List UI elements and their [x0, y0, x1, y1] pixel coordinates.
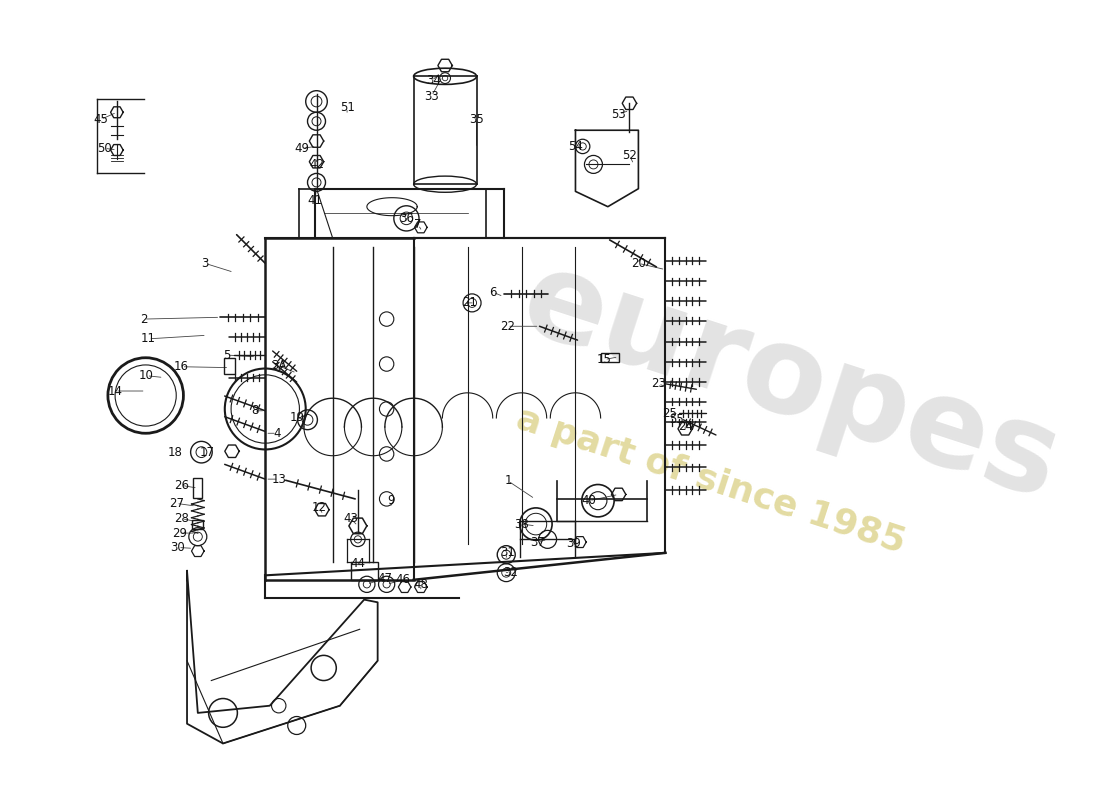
Text: 44: 44 [351, 557, 365, 570]
Text: 1: 1 [504, 474, 512, 487]
Bar [192, 519, 204, 529]
Text: 8: 8 [251, 404, 258, 418]
Text: 35: 35 [470, 113, 484, 126]
Text: 34: 34 [426, 74, 441, 87]
Text: 46: 46 [395, 574, 410, 586]
Bar [351, 562, 377, 580]
Text: 38: 38 [514, 518, 529, 530]
Text: 48: 48 [414, 578, 428, 591]
Text: 9: 9 [387, 494, 395, 507]
Text: europes: europes [508, 240, 1075, 524]
Text: 20: 20 [631, 257, 646, 270]
Text: 16: 16 [174, 360, 189, 374]
Text: 51: 51 [340, 102, 354, 114]
Text: 37: 37 [530, 535, 546, 549]
Text: 53: 53 [612, 107, 626, 121]
Text: 30: 30 [170, 541, 186, 554]
Text: 45: 45 [94, 113, 108, 126]
Text: 41: 41 [307, 194, 322, 207]
Text: 50: 50 [97, 142, 112, 154]
Text: 7: 7 [415, 218, 422, 231]
Bar [194, 478, 202, 498]
Text: 18: 18 [168, 446, 183, 458]
Text: 29: 29 [173, 526, 187, 539]
Text: 19: 19 [289, 411, 305, 425]
Text: 55: 55 [669, 414, 683, 426]
Text: a part of since 1985: a part of since 1985 [512, 402, 909, 560]
Text: 5: 5 [223, 349, 230, 362]
Text: 6: 6 [490, 286, 496, 298]
Text: 4: 4 [273, 426, 280, 440]
Text: 32: 32 [504, 566, 518, 579]
Text: 28: 28 [174, 512, 189, 525]
Text: 13: 13 [272, 473, 286, 486]
Text: 21: 21 [462, 296, 477, 310]
Bar [224, 358, 234, 374]
Text: 25: 25 [662, 407, 678, 420]
Text: 54: 54 [568, 140, 583, 153]
Text: 15: 15 [597, 353, 612, 366]
Text: 14: 14 [108, 385, 122, 398]
Text: 42: 42 [309, 158, 324, 171]
Text: 43: 43 [343, 512, 359, 525]
Text: 47: 47 [377, 571, 393, 585]
Text: 52: 52 [621, 149, 637, 162]
Text: 3A: 3A [271, 359, 286, 372]
Text: 33: 33 [425, 90, 439, 102]
Text: 12: 12 [311, 502, 327, 514]
Text: 11: 11 [141, 332, 156, 346]
Text: 23: 23 [651, 378, 666, 390]
Text: 31: 31 [499, 546, 515, 559]
Text: 39: 39 [566, 538, 581, 550]
Text: 3: 3 [201, 257, 209, 270]
Text: 27: 27 [168, 497, 184, 510]
Text: 49: 49 [295, 142, 309, 154]
Text: 40: 40 [582, 494, 596, 507]
Text: 24: 24 [678, 421, 693, 434]
Text: 26: 26 [174, 479, 189, 492]
Text: 17: 17 [199, 446, 214, 458]
Text: 2: 2 [140, 313, 147, 326]
Bar [601, 354, 618, 362]
Text: 36: 36 [399, 212, 414, 225]
Text: 22: 22 [499, 320, 515, 333]
Text: 10: 10 [139, 370, 154, 382]
